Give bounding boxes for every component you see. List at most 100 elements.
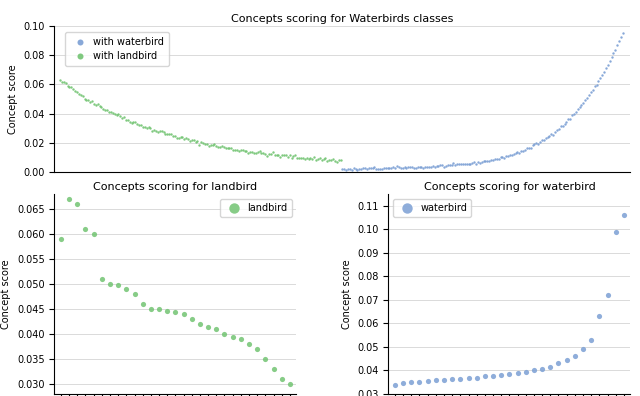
with landbird (68, 86, 78, 92)
with waterbird (488, 157, 498, 163)
with landbird (287, 155, 297, 161)
with landbird (215, 144, 225, 150)
with waterbird (439, 164, 449, 170)
with landbird (234, 148, 244, 154)
landbird (56, 236, 66, 242)
with landbird (155, 128, 165, 134)
with landbird (257, 150, 267, 156)
with landbird (123, 116, 133, 123)
with waterbird (559, 120, 570, 127)
with landbird (330, 158, 340, 164)
with waterbird (385, 164, 395, 171)
with waterbird (524, 145, 534, 151)
with landbird (298, 155, 308, 162)
with waterbird (486, 156, 496, 163)
with waterbird (397, 165, 408, 171)
with landbird (97, 104, 107, 110)
with landbird (205, 142, 216, 148)
with waterbird (612, 42, 622, 48)
with landbird (268, 149, 278, 156)
Legend: landbird: landbird (220, 199, 292, 217)
with waterbird (454, 161, 464, 167)
waterbird (554, 360, 564, 367)
with landbird (175, 134, 186, 140)
with waterbird (441, 163, 451, 169)
with waterbird (461, 161, 472, 168)
waterbird (496, 371, 506, 378)
landbird (121, 286, 131, 292)
with waterbird (607, 53, 617, 60)
with waterbird (586, 88, 596, 95)
with landbird (185, 138, 195, 144)
with landbird (93, 101, 103, 107)
with landbird (63, 83, 73, 89)
Y-axis label: Concept score: Concept score (8, 64, 18, 134)
with waterbird (578, 99, 588, 106)
with waterbird (452, 161, 462, 168)
with waterbird (365, 165, 376, 171)
landbird (72, 201, 83, 207)
with waterbird (584, 91, 594, 98)
with waterbird (360, 165, 370, 171)
with waterbird (520, 147, 530, 153)
with waterbird (556, 123, 566, 129)
with waterbird (407, 164, 417, 171)
waterbird (422, 378, 433, 384)
with landbird (166, 131, 176, 137)
with waterbird (503, 153, 513, 159)
with waterbird (609, 50, 619, 57)
with landbird (333, 157, 344, 163)
with waterbird (537, 137, 547, 143)
with waterbird (601, 65, 611, 71)
with waterbird (420, 164, 430, 170)
with landbird (275, 153, 285, 160)
with landbird (91, 102, 101, 109)
with waterbird (567, 112, 577, 118)
with landbird (183, 136, 193, 143)
with landbird (162, 131, 172, 137)
with waterbird (394, 164, 404, 171)
with landbird (294, 155, 304, 161)
with waterbird (369, 164, 380, 171)
with waterbird (499, 155, 509, 161)
with landbird (173, 135, 184, 141)
landbird (129, 291, 140, 297)
waterbird (439, 377, 449, 383)
with waterbird (593, 78, 604, 84)
with waterbird (445, 162, 455, 168)
with waterbird (513, 149, 523, 155)
with waterbird (561, 118, 572, 125)
with landbird (59, 79, 69, 86)
with waterbird (390, 165, 400, 171)
waterbird (390, 381, 400, 388)
landbird (97, 276, 107, 282)
waterbird (611, 228, 621, 235)
with waterbird (415, 164, 425, 170)
with landbird (136, 122, 146, 129)
with waterbird (458, 161, 468, 168)
with landbird (172, 135, 182, 141)
waterbird (529, 367, 539, 374)
with landbird (200, 141, 210, 147)
waterbird (586, 337, 596, 343)
with landbird (243, 150, 253, 156)
with landbird (303, 156, 314, 162)
with landbird (70, 88, 80, 95)
with waterbird (548, 131, 558, 138)
landbird (244, 341, 254, 347)
waterbird (602, 292, 612, 298)
with waterbird (479, 158, 489, 164)
with landbird (262, 152, 272, 159)
with waterbird (353, 166, 363, 173)
with landbird (104, 109, 114, 115)
with landbird (159, 129, 169, 135)
waterbird (570, 353, 580, 360)
waterbird (398, 380, 408, 386)
with waterbird (580, 97, 590, 104)
with waterbird (492, 156, 502, 162)
with landbird (151, 128, 161, 134)
with landbird (264, 151, 274, 157)
landbird (170, 308, 180, 315)
landbird (146, 306, 156, 312)
with landbird (161, 131, 171, 137)
